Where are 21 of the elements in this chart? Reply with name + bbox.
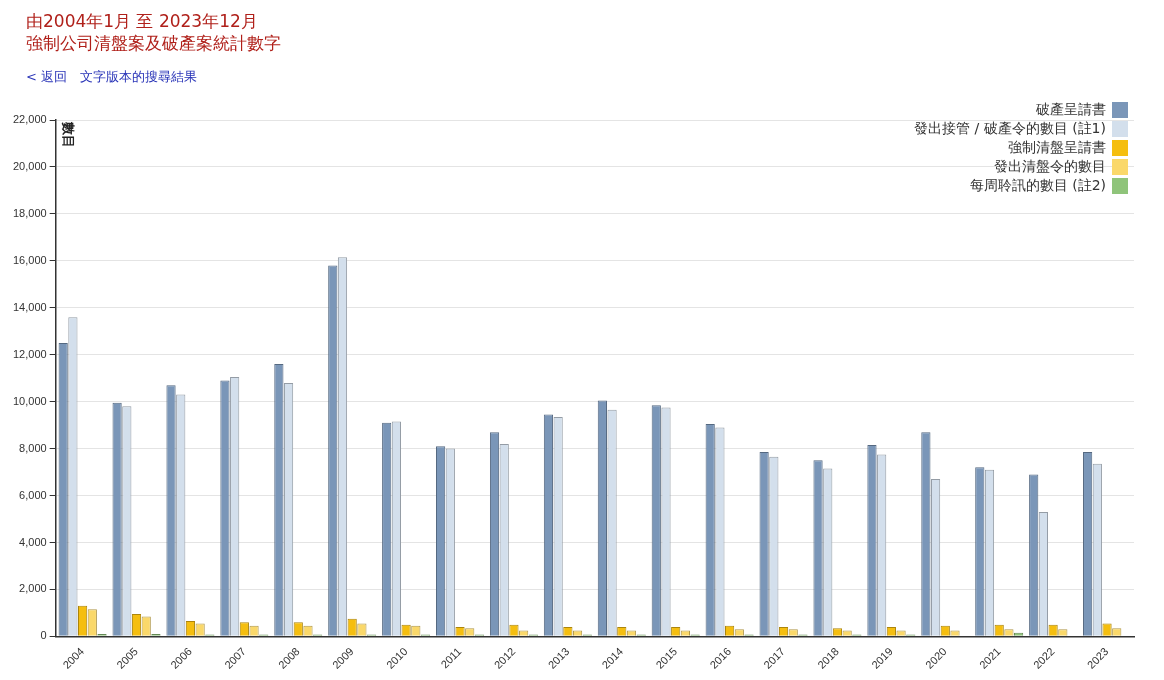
legend-label: 強制清盤呈請書 [1008,138,1106,157]
y-tick-label: 22,000 [12,113,47,126]
text: < 返回 文字版本的搜尋結果 [26,68,199,86]
legend-label: 發出接管 / 破產令的數目 (註1) [914,119,1106,138]
legend-label: 每周聆訊的數目 (註2) [969,176,1106,195]
y-axis-title: 數目 [60,121,76,148]
y-tick-label: 20,000 [12,159,47,172]
legend-label: 破產呈請書 [1036,100,1106,119]
chart-title: 由2004年1月 至 2023年12月 [26,10,259,32]
y-tick-label: 4,000 [19,535,47,548]
y-tick-label: 2,000 [19,582,47,595]
legend-label: 發出清盤令的數目 [994,157,1106,176]
y-tick-label: 0 [40,629,47,642]
y-tick-label: 16,000 [12,253,47,266]
y-tick-label: 8,000 [19,441,47,454]
y-tick-label: 10,000 [12,394,47,407]
y-tick-label: 6,000 [19,488,47,501]
chart-subtitle: 強制公司清盤案及破產案統計數字 [26,32,281,54]
y-tick-label: 14,000 [12,300,47,313]
y-tick-label: 18,000 [12,206,47,219]
y-tick-label: 12,000 [12,347,47,360]
